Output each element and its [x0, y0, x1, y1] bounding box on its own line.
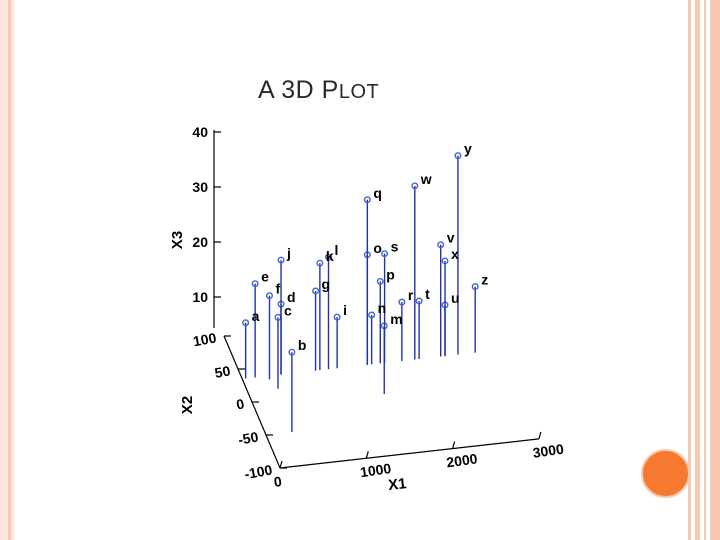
data-point-label: b: [298, 337, 307, 353]
x1-tick-mark: [365, 451, 369, 459]
data-point-label: u: [451, 290, 460, 306]
data-marker: [381, 250, 389, 258]
x2-axis-label: X2: [179, 396, 196, 414]
x3-tick-label: 20: [192, 234, 208, 250]
data-marker: [398, 298, 406, 306]
data-point-label: s: [391, 239, 399, 255]
x1-axis-label: X1: [387, 475, 407, 494]
data-marker: [333, 313, 341, 321]
x1-tick-mark: [538, 431, 542, 440]
data-point-label: o: [373, 240, 382, 256]
data-point-label: r: [408, 287, 414, 303]
x1-tick-label: 1000: [359, 460, 392, 480]
data-point-label: k: [326, 248, 334, 264]
right-border-stripe: [688, 0, 691, 540]
data-marker: [265, 292, 273, 300]
data-marker: [411, 182, 419, 190]
data-marker: [316, 259, 324, 267]
data-point-label: m: [390, 311, 402, 327]
data-marker: [363, 196, 371, 204]
data-marker: [312, 287, 320, 295]
data-point-label: e: [261, 269, 269, 285]
data-marker: [441, 257, 449, 265]
x3-axis-label: X3: [169, 231, 186, 249]
right-border-stripe: [695, 0, 700, 540]
x2-tick-label: -50: [237, 428, 260, 447]
x2-tick-label: 0: [235, 395, 246, 412]
data-marker: [415, 297, 423, 305]
x1-tick-mark: [279, 460, 283, 469]
decorative-orange-circle: [641, 449, 690, 498]
x1-axis-line: [279, 438, 539, 469]
data-marker: [471, 283, 479, 291]
data-point-label: v: [447, 230, 455, 246]
data-marker: [376, 277, 384, 285]
x3-tick-label: 10: [192, 289, 208, 305]
right-border-stripe: [710, 0, 720, 540]
chart-point-labels: a b cd ef g j k l i mn op q r s t u v w x y z: [252, 141, 489, 354]
data-point-label: i: [343, 302, 347, 318]
data-marker: [288, 348, 296, 356]
data-point-label: a: [252, 308, 260, 324]
data-marker: [251, 280, 259, 288]
x1-tick-label: 0: [273, 473, 283, 490]
data-marker: [277, 256, 285, 264]
x1-tick-label: 2000: [445, 450, 478, 470]
x1-tick-label: 3000: [532, 441, 565, 461]
data-point-label: f: [275, 281, 280, 297]
data-point-label: w: [420, 171, 432, 187]
x3-tick-label: 30: [192, 179, 208, 195]
data-point-label: g: [322, 276, 331, 292]
data-point-label: y: [464, 141, 472, 157]
x2-tick-label: 100: [192, 329, 218, 349]
data-point-label: n: [378, 300, 387, 316]
data-point-label: l: [335, 242, 339, 258]
data-point-label: p: [386, 266, 395, 282]
data-point-label: d: [287, 289, 296, 305]
chart-stems: [242, 152, 479, 433]
data-marker: [454, 152, 462, 160]
x2-tick-label: -100: [243, 461, 274, 482]
data-point-label: x: [451, 246, 459, 262]
slide-title: A 3D PLOT: [258, 76, 379, 105]
slide-title-smallcaps: LOT: [338, 81, 380, 103]
x2-tick-label: 50: [213, 362, 231, 380]
x1-tick-mark: [452, 441, 456, 449]
data-point-label: q: [373, 185, 382, 201]
data-marker: [242, 319, 250, 327]
data-marker: [437, 241, 445, 249]
left-border-decoration: [0, 0, 14, 540]
data-point-label: z: [481, 272, 488, 288]
slide-title-first: A 3D P: [258, 76, 339, 104]
x3-tick-label: 40: [192, 124, 208, 140]
data-point-label: t: [425, 286, 430, 302]
data-point-label: c: [284, 302, 292, 318]
right-border-stripe: [704, 0, 706, 540]
data-marker: [325, 253, 333, 261]
data-marker: [368, 311, 376, 319]
data-point-label: j: [286, 245, 291, 261]
